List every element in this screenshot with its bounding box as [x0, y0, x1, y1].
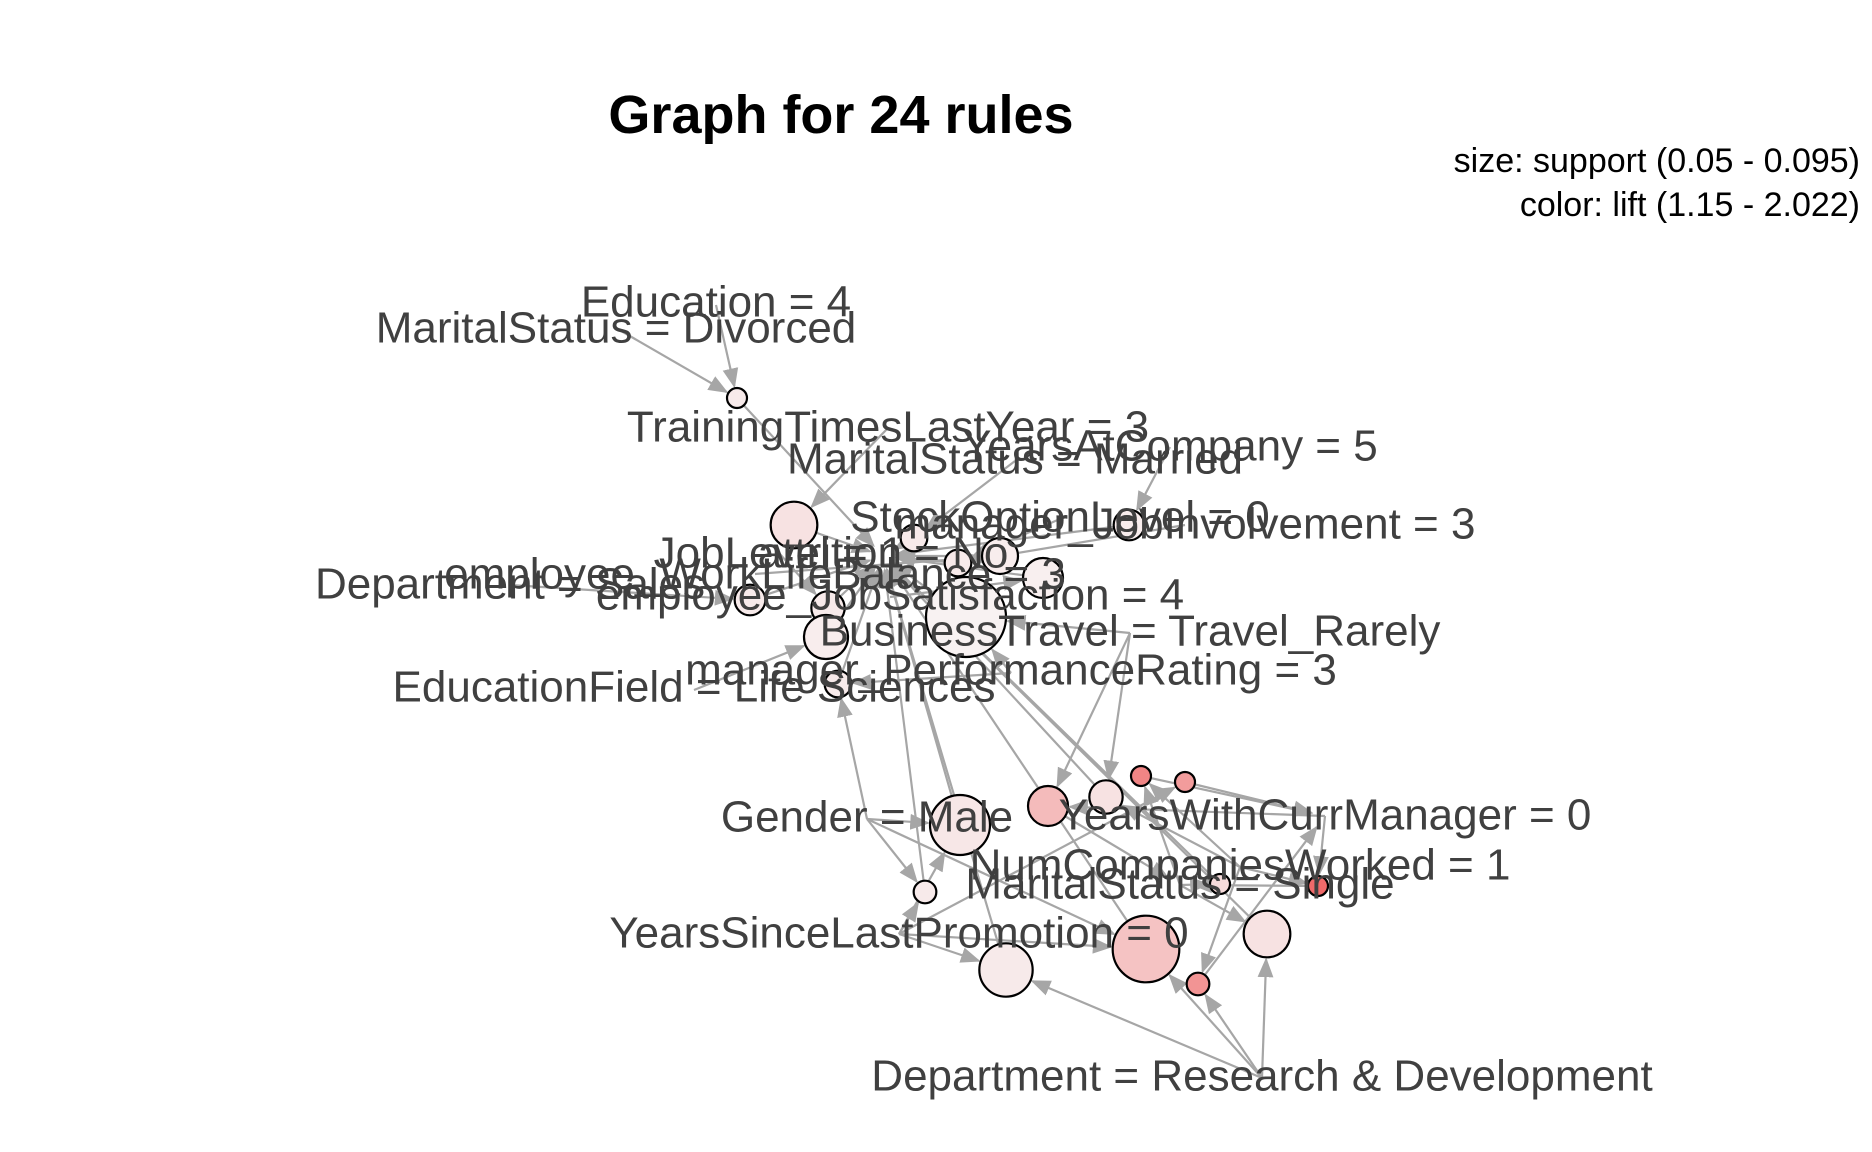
edge-lhs-msmar-rule-3 — [924, 460, 1016, 530]
item-label-dept_rd: Department = Research & Development — [871, 1052, 1652, 1101]
rule-node-18 — [912, 879, 938, 905]
rule-node-24 — [1208, 872, 1232, 896]
item-label-attr: attrition = No — [758, 529, 1009, 578]
edge-lhs-dept_rd-rule-22 — [1030, 980, 1263, 1080]
rule-node-5 — [943, 548, 973, 578]
item-label-yac5: YearsAtCompany = 5 — [962, 422, 1377, 471]
edge-lhs-dept_sales-rule-8 — [509, 583, 735, 606]
edge-lhs-bt-rule-13 — [1056, 632, 1131, 788]
edge-lhs-edu4-rule-1 — [714, 304, 739, 389]
item-label-bt: BusinessTravel = Travel_Rarely — [820, 607, 1441, 656]
item-label-efls: EducationField = Life Sciences — [393, 663, 996, 712]
rule-node-22 — [978, 942, 1034, 998]
edge-rule-16-rhs-ywcm — [1184, 780, 1314, 817]
edge-rule-23-rhs-attr — [884, 567, 962, 826]
edge-lhs-bt-rule-14 — [1103, 632, 1132, 781]
item-label-ttly: TrainingTimesLastYear = 3 — [627, 403, 1149, 452]
edge-rule-21-rhs-ywcm — [1197, 825, 1318, 985]
edge-rule-12-rhs-attr — [836, 567, 880, 685]
rule-node-23 — [928, 793, 992, 857]
item-label-dept_sales: Department = Sales — [315, 560, 705, 609]
edge-rule-8-rhs-attr — [749, 558, 872, 602]
edge-lhs-ysp-rule-22 — [898, 932, 981, 963]
rule-node-21 — [1185, 971, 1211, 997]
edge-lhs-yac5-rule-4 — [1136, 446, 1171, 512]
edge-lhs-male-rule-12 — [837, 697, 869, 820]
edge-lhs-dept_rd-rule-20 — [1168, 973, 1263, 1079]
edge-lhs-male-rule-20 — [866, 818, 1116, 936]
rule-node-13 — [1026, 784, 1070, 828]
item-label-msdiv: MaritalStatus = Divorced — [376, 304, 857, 353]
edge-lhs-ysp-rule-16 — [898, 786, 1177, 935]
edge-lhs-male-rule-18 — [866, 818, 918, 884]
graph-title-text: Graph for 24 rules — [608, 85, 1074, 145]
rule-nodes-layer — [725, 386, 1330, 998]
rule-node-11 — [802, 613, 850, 661]
rule-node-4 — [1112, 508, 1146, 542]
item-label-mji: manager_JobInvolvement = 3 — [895, 500, 1476, 549]
rule-node-9 — [1021, 556, 1065, 600]
edge-rule-1-rhs-attr — [736, 397, 875, 548]
rule-node-17 — [1306, 874, 1330, 898]
item-label-sol0: StockOptionLevel = 0 — [850, 493, 1269, 542]
rule-node-2 — [769, 500, 819, 550]
rule-node-19 — [1242, 909, 1292, 959]
edge-lhs-msdiv-rule-1 — [615, 327, 729, 393]
edge-lhs-male-rule-23 — [866, 813, 931, 830]
rule-node-15 — [1129, 764, 1153, 788]
edge-lhs-ncw-rule-14 — [1120, 804, 1241, 868]
rule-node-7 — [980, 536, 1020, 576]
rule-node-8 — [733, 583, 767, 617]
rule-node-12 — [823, 669, 853, 699]
rule-node-20 — [1111, 914, 1181, 984]
rule-node-3 — [899, 523, 929, 553]
rule-node-1 — [725, 386, 749, 410]
item-label-ejs: employee_JobSatisfaction = 4 — [596, 571, 1184, 620]
edge-rule-18-rhs-attr — [879, 567, 927, 893]
item-label-jl: JobLevel = 1 — [654, 529, 905, 578]
edge-rule-13-rhs-msmi — [1047, 805, 1170, 879]
edge-lhs-dept_rd-rule-19 — [1257, 957, 1274, 1079]
edge-lhs-ysp-rule-20 — [898, 932, 1113, 954]
edge-lhs-jl-rule-6 — [778, 552, 817, 596]
item-label-male: Gender = Male — [721, 793, 1013, 842]
rule-node-10 — [924, 575, 1008, 659]
item-label-ncw: NumCompaniesWorked = 1 — [970, 841, 1511, 890]
edge-lhs-msmi-rule-15 — [1143, 785, 1182, 886]
item-label-ewlb: employee_WorkLifeBalance = 3 — [444, 550, 1066, 599]
rule-node-16 — [1173, 770, 1197, 794]
edge-lhs-mpr-rule-12 — [851, 671, 1012, 690]
item-label-msmar: MaritalStatus = Married — [787, 435, 1243, 484]
edge-lhs-ttly-rule-2 — [810, 427, 889, 509]
edge-lhs-ncw-rule-21 — [1201, 866, 1242, 974]
item-label-edu4: Education = 4 — [581, 278, 851, 327]
edge-lhs-efls-rule-11 — [693, 644, 806, 692]
edge-lhs-dept_rd-rule-21 — [1204, 993, 1263, 1079]
legend-size: size: support (0.05 - 0.095) — [1453, 142, 1860, 180]
edge-lhs-mpr-rule-10 — [991, 648, 1012, 674]
edge-lhs-bt-rule-10 — [1005, 614, 1131, 635]
graph-title: Graph for 24 rules — [0, 84, 1872, 146]
edge-lhs-ncw-rule-17 — [1239, 865, 1309, 887]
edge-lhs-ywcm-rule-17 — [1313, 815, 1329, 877]
edge-lhs-msmi-rule-24 — [1179, 876, 1210, 893]
item-label-mpr: manager_PerformanceRating = 3 — [685, 646, 1337, 695]
legend-color: color: lift (1.15 - 2.022) — [1519, 186, 1860, 224]
rule-node-14 — [1088, 779, 1124, 815]
item-label-msmi: MaritalStatus = Single — [965, 860, 1394, 909]
item-label-ywcm: YearsWithCurrManager = 0 — [1059, 791, 1592, 840]
item-label-ysp: YearsSinceLastPromotion = 0 — [609, 909, 1188, 958]
